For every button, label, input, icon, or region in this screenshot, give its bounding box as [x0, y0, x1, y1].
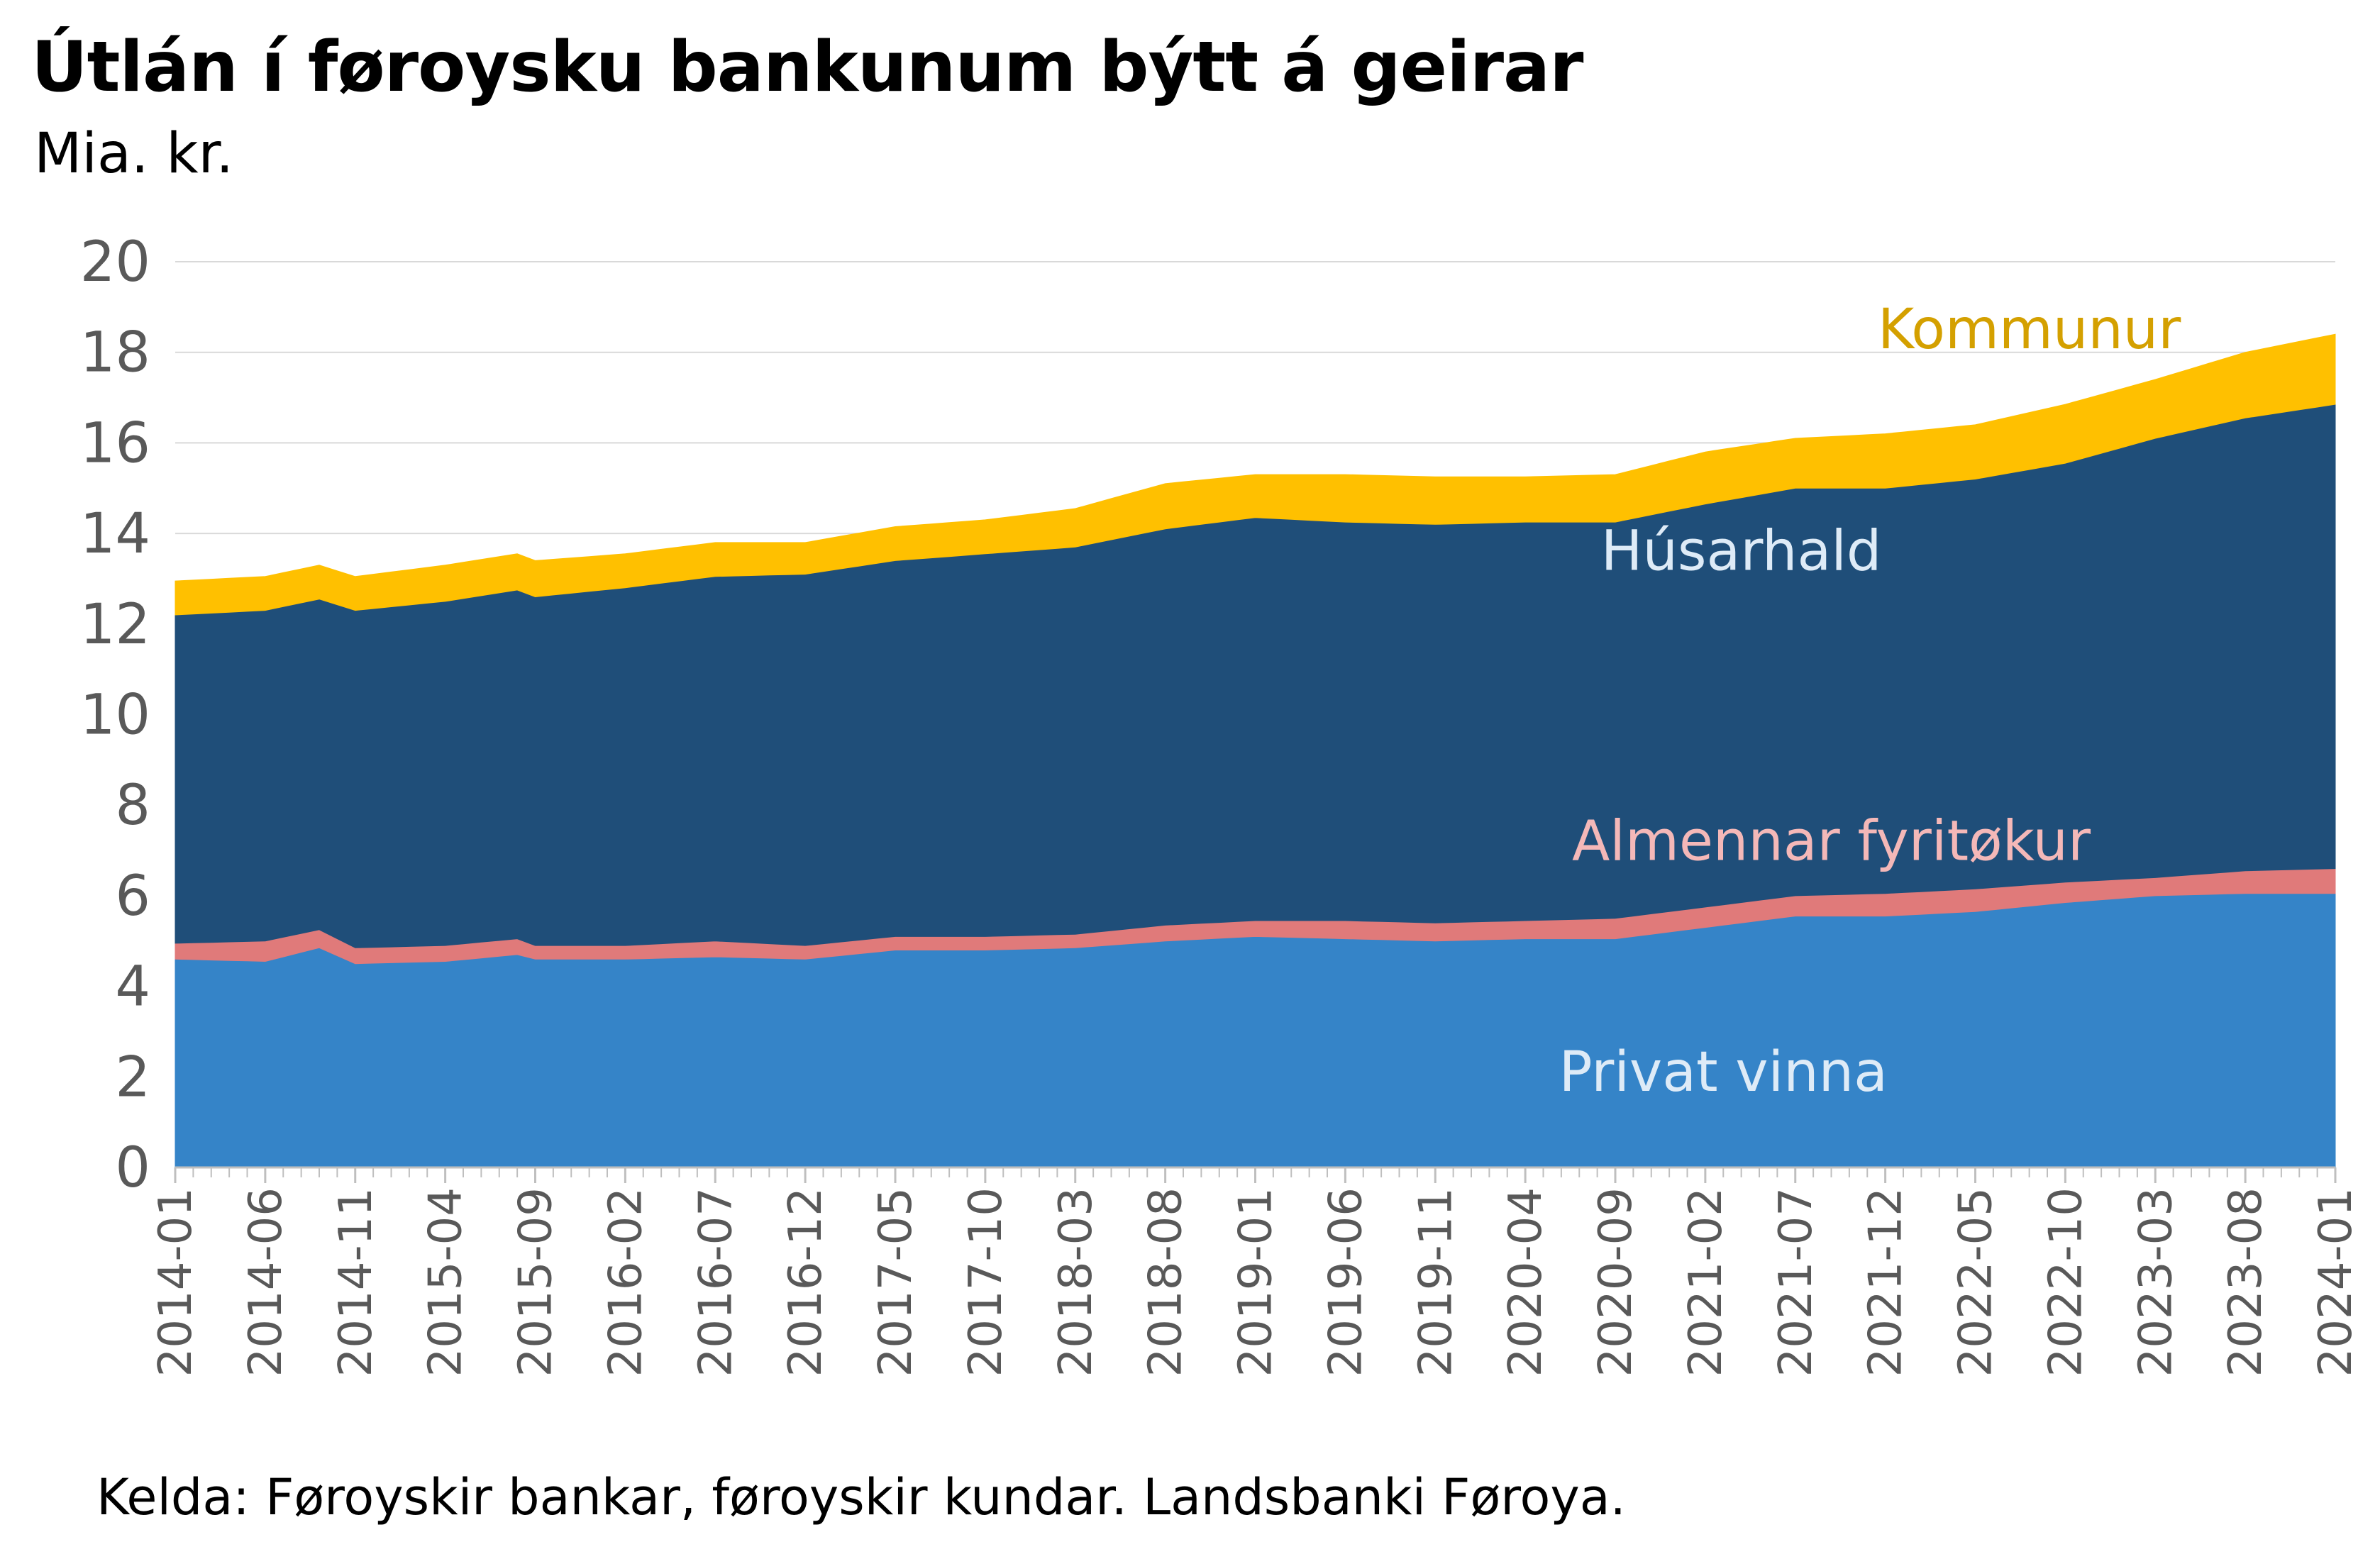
y-tick-label: 6: [115, 865, 150, 928]
x-tick-label: 2022-10: [2039, 1187, 2092, 1377]
x-tick-label: 2014-11: [330, 1187, 382, 1377]
y-tick-label: 8: [115, 774, 150, 838]
x-tick-label: 2016-07: [690, 1187, 742, 1377]
x-tick-label: 2019-06: [1319, 1187, 1372, 1377]
x-tick-label: 2021-12: [1860, 1187, 1913, 1377]
x-tick-label: 2023-03: [2130, 1187, 2182, 1377]
x-tick-label: 2014-06: [240, 1187, 292, 1377]
x-tick-label: 2020-04: [1500, 1187, 1552, 1377]
y-axis-ticks: 0 2 4 6 8 10 12 14 16 18 20: [80, 231, 150, 1200]
x-tick-label: 2014-01: [150, 1187, 202, 1377]
x-tick-label: 2021-02: [1680, 1187, 1732, 1377]
x-tick-label: 2019-11: [1410, 1187, 1462, 1377]
x-axis-ticks: 2014-01 2014-06 2014-11 2015-04 2015-09 2016-…: [150, 1187, 2362, 1377]
series-label: Kommunur: [1878, 298, 2181, 362]
series-areas: [175, 333, 2336, 1168]
x-tick-label: 2022-05: [1950, 1187, 2003, 1377]
x-tick-label: 2016-12: [780, 1187, 832, 1377]
area-kommunur: [175, 333, 2336, 616]
chart-subtitle: Mia. kr.: [34, 122, 234, 186]
x-tick-label: 2017-10: [960, 1187, 1012, 1377]
x-tick-label: 2015-09: [510, 1187, 563, 1377]
y-tick-label: 12: [80, 593, 150, 657]
chart-title: Útlán í føroysku bankunum býtt á geirar: [31, 27, 1583, 108]
y-tick-label: 4: [115, 955, 150, 1019]
series-labels: Privat vinna Almennar fyritøkur Húsarhald K…: [1559, 298, 2182, 1104]
x-tick-label: 2021-07: [1770, 1187, 1822, 1377]
x-tick-label: 2024-01: [2310, 1187, 2362, 1377]
chart-source: Kelda: Føroyskir bankar, føroyskir kunda…: [96, 1468, 1626, 1526]
y-tick-label: 18: [80, 321, 150, 385]
y-tick-label: 20: [80, 231, 150, 294]
y-tick-label: 10: [80, 684, 150, 748]
x-tick-label: 2015-04: [420, 1187, 472, 1377]
x-tick-label: 2017-05: [870, 1187, 922, 1377]
x-tick-label: 2018-08: [1140, 1187, 1192, 1377]
y-tick-label: 2: [115, 1045, 150, 1109]
series-label: Húsarhald: [1601, 520, 1882, 584]
axes: [174, 1166, 2337, 1183]
x-tick-label: 2019-01: [1230, 1187, 1283, 1377]
y-tick-label: 14: [80, 502, 150, 566]
x-tick-label: 2020-09: [1590, 1187, 1642, 1377]
x-tick-label: 2018-03: [1050, 1187, 1102, 1377]
x-tick-label: 2023-08: [2220, 1187, 2272, 1377]
series-label: Privat vinna: [1559, 1040, 1888, 1104]
y-tick-label: 0: [115, 1136, 150, 1200]
x-tick-label: 2016-02: [599, 1187, 652, 1377]
series-label: Almennar fyritøkur: [1572, 809, 2091, 873]
y-tick-label: 16: [80, 411, 150, 475]
